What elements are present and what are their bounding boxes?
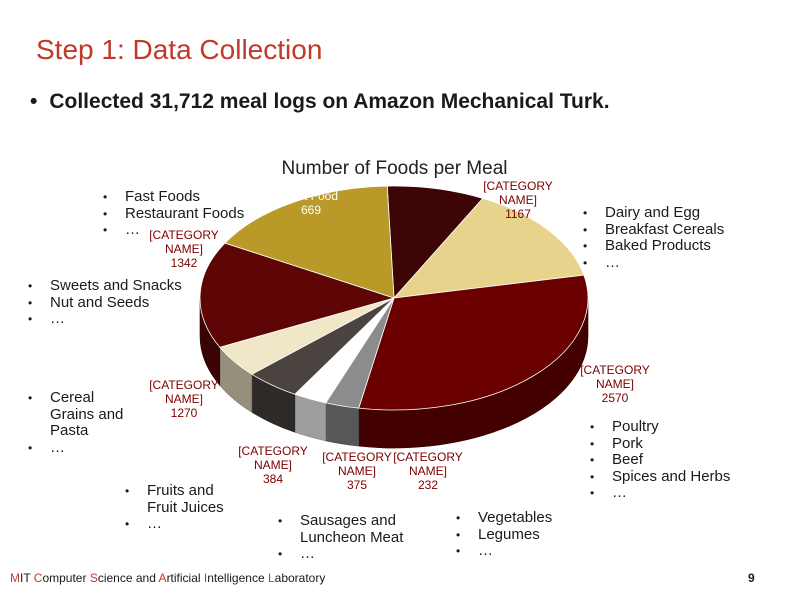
category-item: Restaurant Foods	[103, 205, 273, 223]
footer-part: omputer	[42, 571, 90, 585]
category-item: Breakfast Cereals	[583, 221, 753, 239]
category-item: Legumes	[456, 526, 586, 544]
pie-sides	[199, 297, 589, 449]
main-bullet-text: Collected 31,712 meal logs on Amazon Mec…	[49, 90, 610, 113]
pie-data-label: [CATEGORY NAME] 375	[322, 450, 392, 492]
category-item: …	[456, 542, 586, 560]
footer-part: cience and	[97, 571, 159, 585]
category-item: Dairy and Egg	[583, 204, 753, 222]
sweets-categories: Sweets and SnacksNut and Seeds…	[28, 277, 208, 328]
footer-part: S	[89, 571, 98, 585]
pie-data-label: [CATEGORY NAME] 1167	[483, 179, 553, 221]
category-item: Beef	[590, 451, 760, 469]
main-bullet: • Collected 31,712 meal logs on Amazon Me…	[30, 90, 610, 114]
category-item: …	[583, 254, 753, 272]
footer-part: ntelligence	[207, 571, 268, 585]
category-item: Vegetables	[456, 509, 586, 527]
chart-title: Number of Foods per Meal	[0, 158, 791, 180]
meat-categories: PoultryPorkBeefSpices and Herbs…	[590, 418, 760, 502]
slide-title: Step 1: Data Collection	[36, 34, 323, 65]
footer-part: rtificial	[166, 571, 204, 585]
breakfast-categories: Dairy and EggBreakfast CerealsBaked Prod…	[583, 204, 753, 272]
category-item: Poultry	[590, 418, 760, 436]
category-item: Fast Foods	[103, 188, 273, 206]
category-item: Baked Products	[583, 237, 753, 255]
category-item: …	[28, 310, 208, 328]
footer-part: C	[33, 571, 43, 585]
category-item: Fruits and Fruit Juices	[125, 482, 245, 516]
footer-part: IT	[20, 571, 34, 585]
footer-part: A	[158, 571, 167, 585]
sausages-categories: Sausages and Luncheon Meat…	[278, 512, 418, 563]
bullet-dot: •	[30, 90, 38, 113]
category-item: Pork	[590, 435, 760, 453]
fast-food-categories: Fast FoodsRestaurant Foods…	[103, 188, 273, 239]
pie-slice-side	[325, 402, 360, 447]
pie-data-labels: Fast Food 669 [CATEGORY NAME] 1167 [CATEGORY N…	[149, 179, 650, 492]
pie-data-label: [CATEGORY NAME] 2570	[580, 363, 650, 405]
vegetables-categories: VegetablesLegumes…	[456, 509, 586, 560]
chart-title-text: Number of Foods per Meal	[281, 158, 508, 179]
pie-data-label: [CATEGORY NAME] 232	[393, 450, 463, 492]
pie-slices	[199, 185, 589, 411]
category-item: Spices and Herbs	[590, 468, 760, 486]
category-item: Sausages and Luncheon Meat	[278, 512, 418, 546]
pie-data-label: [CATEGORY NAME] 1270	[149, 378, 219, 420]
category-item: Sweets and Snacks	[28, 277, 208, 295]
pie-slice	[386, 185, 484, 299]
category-item: Nut and Seeds	[28, 294, 208, 312]
category-item: …	[28, 439, 138, 457]
footer-lab-name: MIT Computer Science and Artificial Inte…	[10, 571, 325, 585]
category-item: Cereal Grains and Pasta	[28, 389, 138, 440]
footer-part: I	[203, 571, 208, 585]
pie-data-label: [CATEGORY NAME] 384	[238, 444, 308, 486]
category-item: …	[278, 545, 418, 563]
category-item: …	[103, 221, 273, 239]
fruits-categories: Fruits and Fruit Juices…	[125, 482, 245, 533]
category-item: …	[125, 515, 245, 533]
page-number: 9	[748, 571, 755, 585]
grains-categories: Cereal Grains and Pasta…	[28, 389, 138, 457]
pie-data-label: Fast Food 669	[284, 189, 338, 217]
footer-part: L	[267, 571, 275, 585]
pie-slice	[392, 197, 585, 299]
pie-slice	[358, 274, 589, 411]
footer-part: M	[10, 571, 20, 585]
footer-part: aboratory	[274, 571, 326, 585]
category-item: …	[590, 484, 760, 502]
